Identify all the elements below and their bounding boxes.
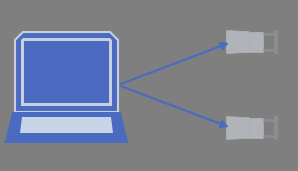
Polygon shape [226,116,249,140]
Polygon shape [15,32,118,112]
Polygon shape [274,30,278,54]
Polygon shape [24,41,109,103]
Polygon shape [249,118,263,138]
Polygon shape [4,138,129,143]
Polygon shape [249,32,263,52]
Polygon shape [21,38,112,106]
Polygon shape [226,30,249,54]
Polygon shape [6,112,127,138]
Polygon shape [274,116,278,140]
Polygon shape [20,117,113,133]
